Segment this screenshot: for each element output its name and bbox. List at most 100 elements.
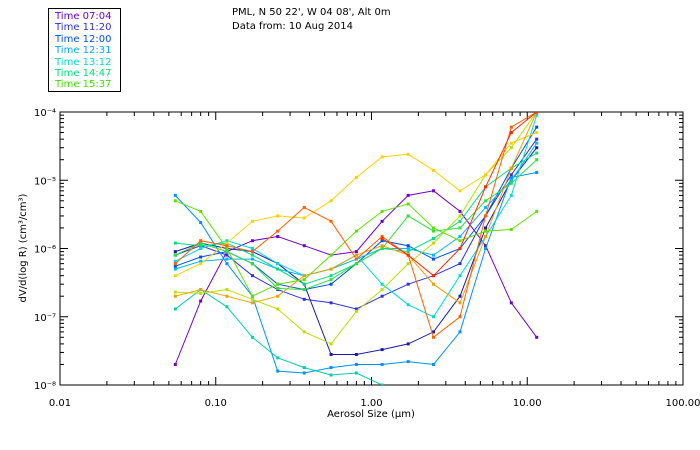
data-point [406,244,410,248]
data-point [535,125,539,129]
station-info: PML, N 50 22', W 04 08', Alt 0m [232,7,391,18]
data-point [431,253,435,257]
data-point [302,244,306,248]
data-point [380,282,384,286]
data-point [199,239,203,243]
data-point [509,227,513,231]
data-point [329,253,333,257]
data-point [484,205,488,209]
data-point [380,239,384,243]
data-point [302,330,306,334]
data-point [354,257,358,261]
data-point [458,301,462,305]
data-point [276,294,280,298]
data-point [173,307,177,311]
data-point [535,151,539,155]
data-point [431,241,435,245]
plot-frame [59,111,684,386]
data-point [431,330,435,334]
data-point [173,274,177,278]
data-point [431,282,435,286]
series-line-7 [175,114,538,318]
legend-item: Time 14:47 [55,68,112,80]
data-point [535,131,539,135]
data-point [250,239,254,243]
data-point [354,307,358,311]
data-point [199,255,203,259]
data-point [173,267,177,271]
data-point [225,305,229,309]
y-tick-label: 10⁻⁵ [34,176,56,187]
axis-ticks [59,112,683,386]
data-point [225,253,229,257]
legend-item: Time 15:37 [55,79,112,91]
data-point [380,348,384,352]
data-point [276,286,280,290]
legend-item: Time 12:31 [55,45,112,57]
data-point [329,366,333,370]
x-tick-label: 1.00 [360,398,382,409]
data-point [431,168,435,172]
y-axis-tick-labels: 10⁻⁸ 10⁻⁷ 10⁻⁶ 10⁻⁵ 10⁻⁴ [34,108,56,392]
data-point [431,189,435,193]
series-layer [173,112,539,385]
data-point [354,175,358,179]
x-axis-label: Aerosol Size (μm) [327,409,415,420]
data-point [431,274,435,278]
data-point [199,288,203,292]
data-point [509,181,513,185]
x-axis-tick-labels: 0.01 0.10 1.00 10.00 100.00 [49,398,700,409]
data-point [509,175,513,179]
data-point [431,226,435,230]
data-point [225,239,229,243]
y-tick-label: 10⁻⁴ [34,108,56,119]
data-point [173,241,177,245]
data-point [354,309,358,313]
data-point [484,226,488,230]
data-point [302,278,306,282]
data-point [380,288,384,292]
data-point [380,362,384,366]
series-line-4 [175,126,538,291]
x-tick-label: 100.00 [666,398,700,409]
chart-header: PML, N 50 22', W 04 08', Alt 0m Data fro… [232,6,391,34]
data-point [199,299,203,303]
data-point [173,259,177,263]
data-point [225,257,229,261]
series-group [173,112,539,385]
data-point [458,214,462,218]
data-point [276,356,280,360]
data-point [458,234,462,238]
x-tick-label: 0.10 [205,398,227,409]
data-point [250,297,254,301]
y-tick-label: 10⁻⁷ [34,313,56,324]
data-point [199,244,203,248]
data-point [225,288,229,292]
data-point [250,257,254,261]
data-point [406,282,410,286]
data-point [354,371,358,375]
data-point [458,239,462,243]
data-point [199,291,203,295]
y-tick-label: 10⁻⁸ [34,381,56,392]
data-point [250,253,254,257]
data-point [276,307,280,311]
data-point [199,259,203,263]
y-tick-label: 10⁻⁶ [34,245,56,256]
data-point [276,234,280,238]
data-point [329,282,333,286]
data-point [535,209,539,213]
data-point [458,189,462,193]
data-point [431,237,435,241]
legend-item: Time 11:20 [55,22,112,34]
data-point [431,257,435,261]
data-point [509,178,513,182]
data-point [329,219,333,223]
data-point [458,209,462,213]
data-point [484,234,488,238]
data-point [250,247,254,250]
data-point [380,237,384,241]
data-point [302,288,306,292]
data-point [173,290,177,294]
data-point [302,297,306,301]
